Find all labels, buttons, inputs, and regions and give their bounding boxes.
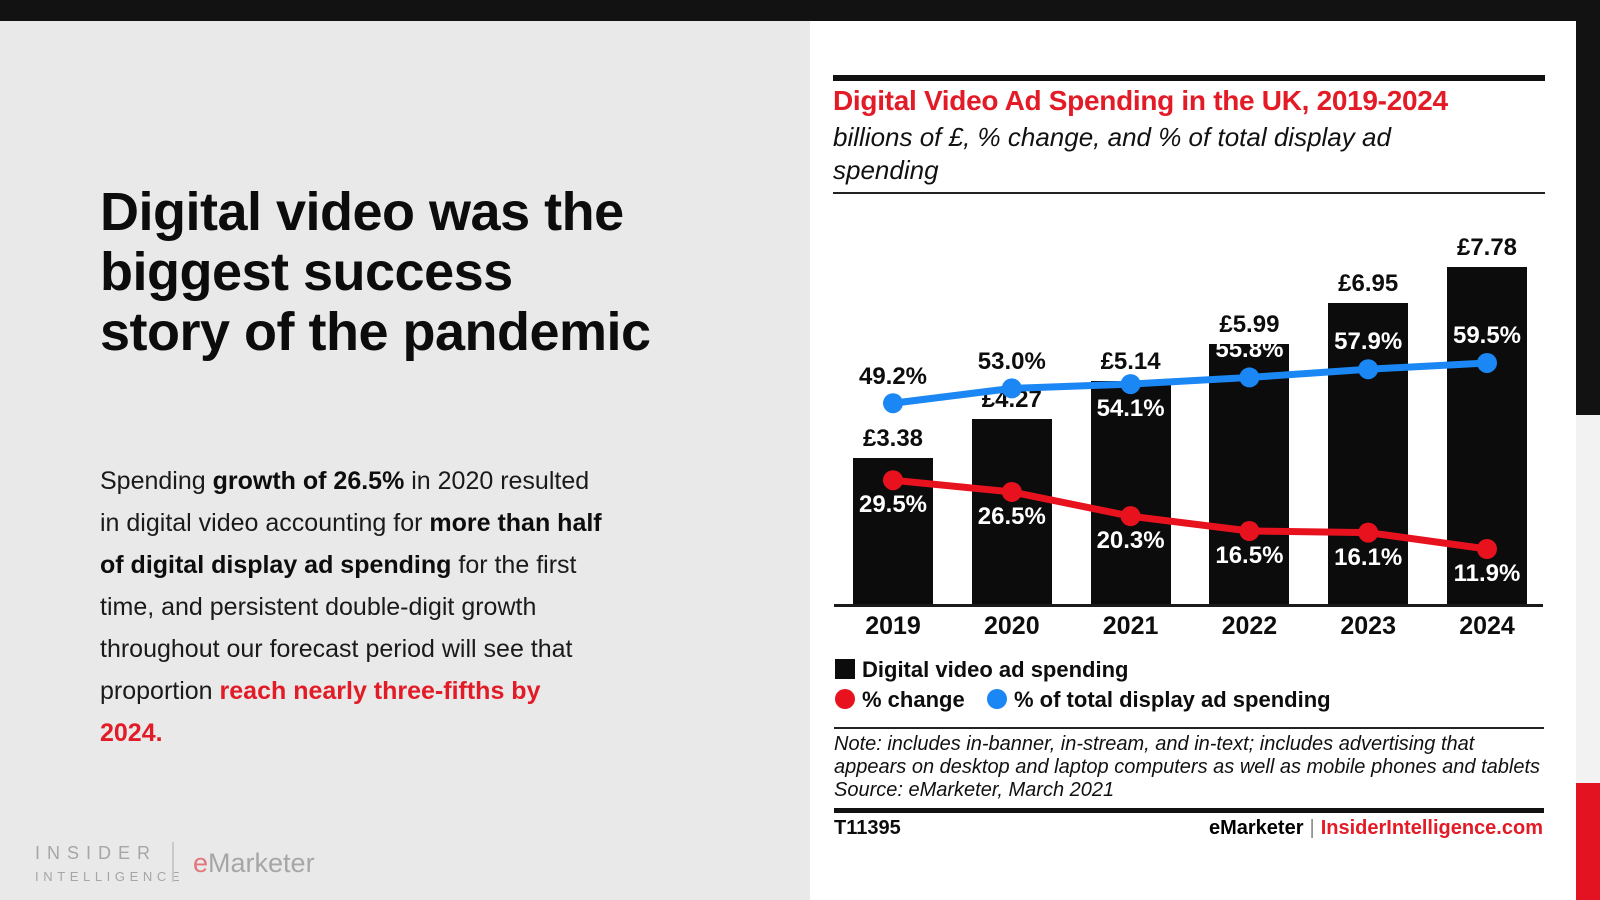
bar-value-label: £5.99 — [1219, 311, 1280, 339]
bar-2024 — [1447, 266, 1527, 605]
bar-value-label: £3.38 — [862, 424, 924, 452]
chart-subtitle-line: spending — [833, 155, 939, 185]
x-axis-label-2019: 2019 — [865, 612, 921, 640]
text-segment: throughout our forecast period will see … — [100, 635, 573, 663]
pct-change-line-label-2024: 11.9% — [1453, 559, 1521, 587]
edge-strip-black — [1576, 21, 1600, 415]
text-segment: Spending — [100, 467, 213, 495]
paragraph-line: Spending growth of 26.5% in 2020 resulte… — [100, 460, 720, 502]
display-share-line-label-2021: 54.1% — [1096, 395, 1165, 423]
legend-label-bar: Digital video ad spending — [862, 657, 1129, 682]
edge-strip-gray — [1576, 415, 1600, 783]
display-share-line-label-2022: 55.8% — [1215, 336, 1284, 364]
paragraph-line: in digital video accounting for more tha… — [100, 502, 720, 544]
bar-value-label: £6.95 — [1338, 269, 1399, 297]
x-axis-label-2020: 2020 — [983, 612, 1040, 640]
bar-2023 — [1328, 302, 1409, 605]
paragraph-line: time, and persistent double-digit growth — [100, 586, 720, 628]
footer-rule — [834, 808, 1544, 813]
logo-intelligence-text: INTELLIGENCE — [35, 869, 185, 884]
note-line: appears on desktop and laptop computers … — [834, 756, 1541, 778]
text-segment: in 2020 resulted — [404, 467, 590, 495]
display-share-line-label-2023: 57.9% — [1334, 328, 1403, 356]
legend-label-pct-change: % change — [862, 687, 965, 712]
emarketer-logo-e: e — [193, 848, 209, 878]
pct-change-line-label-2023: 16.1% — [1334, 543, 1403, 571]
emarketer-logo-rest: Marketer — [208, 848, 315, 878]
x-axis-label-2021: 2021 — [1102, 612, 1159, 640]
title-bottom-rule — [833, 192, 1545, 194]
footer-branding: eMarketer | InsiderIntelligence.com — [1209, 817, 1543, 840]
text-segment: more than half — [429, 509, 602, 537]
chart-subtitle-line: billions of £, % change, and % of total … — [833, 122, 1391, 152]
pct-change-line-label-2020: 26.5% — [977, 502, 1046, 530]
footer-divider: | — [1309, 817, 1315, 839]
headline-line: Digital video was the — [100, 182, 624, 242]
paragraph-line: proportion reach nearly three-fifths by — [100, 670, 720, 712]
display-share-line-label-2020: 53.0% — [977, 348, 1046, 376]
x-axis-label-2022: 2022 — [1221, 612, 1278, 640]
text-segment: 2024. — [100, 719, 163, 747]
note-top-rule — [834, 727, 1544, 729]
legend-label-display-share: % of total display ad spending — [1014, 687, 1331, 712]
top-bar — [0, 0, 1600, 21]
pct-change-line-label-2021: 20.3% — [1096, 527, 1165, 555]
bar-value-label: £7.78 — [1456, 233, 1518, 261]
text-segment: for the first — [451, 551, 577, 579]
x-axis-line — [834, 604, 1543, 607]
pct-change-line-label-2019: 29.5% — [858, 491, 928, 519]
title-top-rule — [833, 75, 1545, 81]
headline-line: biggest success — [100, 242, 513, 302]
paragraph-line: of digital display ad spending for the f… — [100, 544, 720, 586]
text-segment: of digital display ad spending — [100, 551, 452, 579]
intro-paragraph: Spending growth of 26.5% in 2020 resulte… — [100, 460, 720, 754]
bar-2019 — [853, 457, 933, 605]
pct-change-line-label-2022: 16.5% — [1215, 542, 1284, 570]
note-line: Source: eMarketer, March 2021 — [834, 779, 1115, 801]
insider-intelligence-logo: INSIDER INTELLIGENCE — [35, 843, 184, 884]
display-share-line-point-2019 — [883, 393, 903, 414]
logo-insider-text: INSIDER — [35, 843, 158, 863]
text-segment: in digital video accounting for — [100, 509, 430, 537]
text-segment: growth of 26.5% — [212, 467, 405, 495]
legend-swatch-bar — [835, 659, 855, 679]
text-segment: time, and persistent double-digit growth — [100, 593, 537, 621]
chart-title: Digital Video Ad Spending in the UK, 201… — [833, 85, 1448, 116]
footer-site-link[interactable]: InsiderIntelligence.com — [1320, 817, 1543, 839]
text-segment: reach nearly three-fifths by — [219, 677, 541, 705]
logo-divider — [172, 842, 174, 882]
display-share-line-label-2024: 59.5% — [1452, 321, 1522, 349]
text-segment: proportion — [100, 677, 220, 705]
legend-swatch-pct-change — [835, 689, 855, 709]
headline-line: story of the pandemic — [100, 302, 651, 362]
paragraph-line: 2024. — [100, 712, 720, 754]
left-panel — [0, 21, 810, 900]
footer-emarketer: eMarketer — [1208, 817, 1304, 839]
chart-subtitle: billions of £, % change, and % of total … — [833, 121, 1545, 187]
note-line: Note: includes in-banner, in-stream, and… — [834, 733, 1475, 755]
headline: Digital video was the biggest success st… — [100, 182, 740, 362]
x-axis-label-2024: 2024 — [1459, 612, 1515, 640]
chart-note: Note: includes in-banner, in-stream, and… — [834, 733, 1554, 802]
paragraph-line: throughout our forecast period will see … — [100, 628, 720, 670]
display-share-line-label-2019: 49.2% — [858, 363, 928, 391]
x-axis-label-2023: 2023 — [1340, 612, 1396, 640]
chart-id: T11395 — [834, 817, 901, 839]
legend-swatch-display-share — [987, 689, 1007, 709]
edge-strip-red — [1576, 783, 1600, 900]
emarketer-logo: eMarketer — [193, 848, 315, 879]
